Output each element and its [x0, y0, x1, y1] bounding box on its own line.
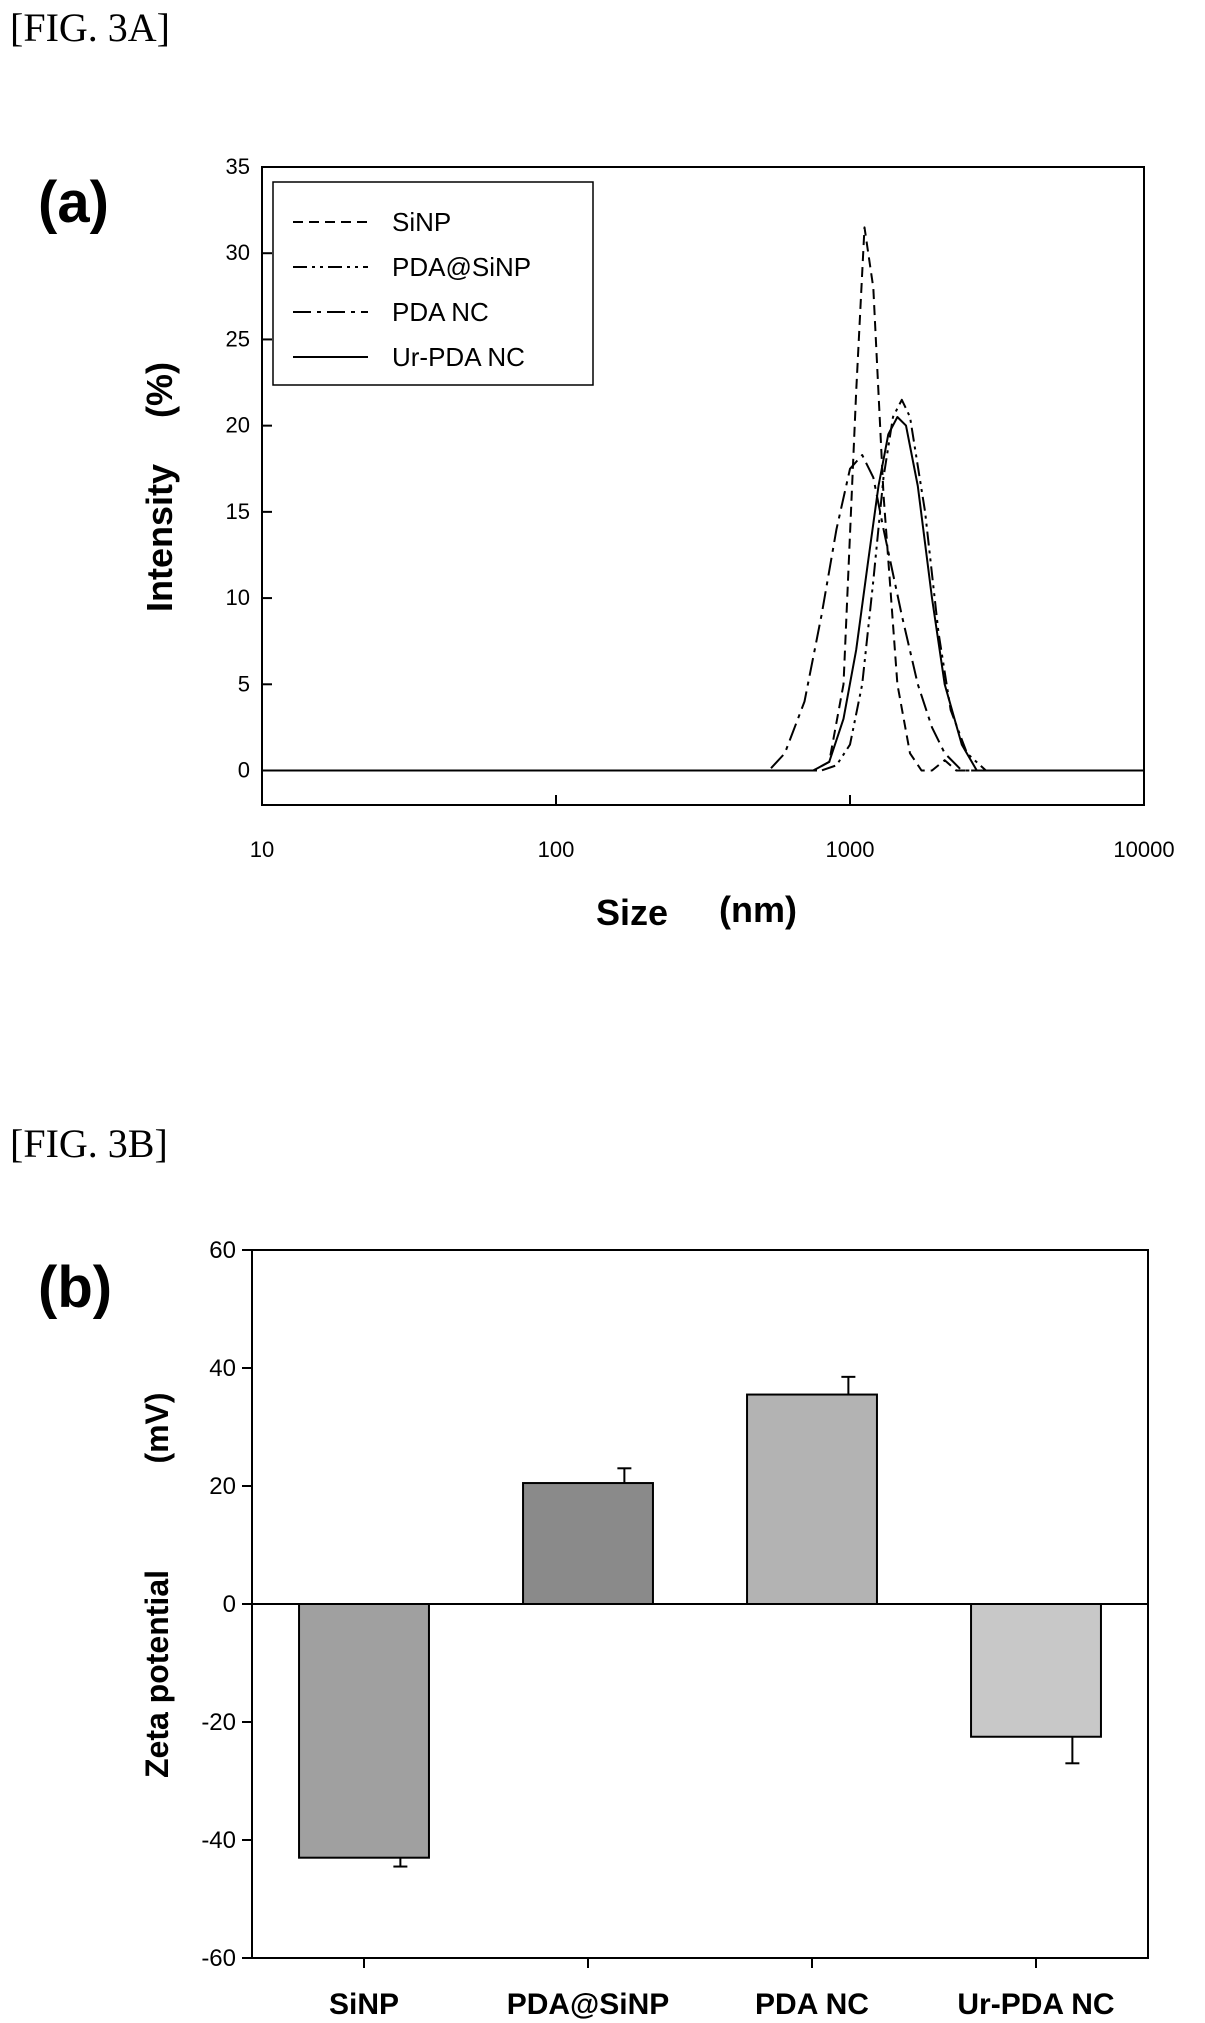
- y-axis-unit: (mV): [139, 1392, 175, 1463]
- bar: [970, 1603, 1102, 1738]
- legend-label: Ur-PDA NC: [392, 342, 525, 372]
- panel-label-b: (b): [38, 1255, 112, 1320]
- series-line-3: [262, 416, 1144, 772]
- x-tick-label: 10: [250, 837, 274, 862]
- y-tick-label: 5: [238, 671, 250, 696]
- x-tick-label: 1000: [826, 837, 875, 862]
- panel-label-a: (a): [38, 170, 109, 235]
- y-tick-label: 20: [209, 1473, 236, 1500]
- legend: SiNP PDA@SiNP PDA NC Ur-PDA NC: [272, 181, 594, 386]
- x-axis-label: Size: [596, 892, 668, 933]
- y-tick-label: -40: [201, 1827, 236, 1854]
- figure-label-3b: [FIG. 3B]: [10, 1121, 168, 1166]
- figure-label-3a: [FIG. 3A]: [10, 5, 170, 50]
- series-line-1: [262, 398, 1144, 772]
- y-tick-label: 10: [226, 585, 250, 610]
- zeta-potential-chart: (b) -60 -40 -20 0 20 40 60 SiNP PDA@SiNP PDA NC U…: [38, 1237, 1149, 2021]
- legend-label: PDA@SiNP: [392, 252, 531, 282]
- y-tick-label: 0: [223, 1591, 236, 1618]
- y-axis-unit: (%): [139, 362, 180, 418]
- y-tick-label: -60: [201, 1945, 236, 1972]
- y-axis-ticks: 0 5 10 15 20 25 30 35: [226, 154, 272, 783]
- bar: [298, 1603, 430, 1859]
- series-lines: [262, 226, 1144, 772]
- bar: [522, 1482, 654, 1605]
- panel-b-zeta-potential: (b) -60 -40 -20 0 20 40 60 SiNP PDA@SiNP PDA NC U…: [0, 1200, 1205, 2023]
- y-axis-label: Intensity: [139, 464, 180, 612]
- x-tick-label: Ur-PDA NC: [957, 1988, 1114, 2021]
- y-tick-label: 20: [226, 413, 250, 438]
- y-tick-label: 0: [238, 758, 250, 783]
- x-tick-label: 10000: [1113, 837, 1174, 862]
- x-axis-tick-labels: SiNP PDA@SiNP PDA NC Ur-PDA NC: [329, 1958, 1115, 2021]
- y-axis-label: Zeta potential: [139, 1570, 175, 1778]
- x-tick-label: PDA@SiNP: [507, 1988, 670, 2021]
- y-tick-label: -20: [201, 1709, 236, 1736]
- x-tick-label: PDA NC: [755, 1988, 869, 2021]
- panel-a-size-distribution: (a) 0 5 10 15 20 25 30 35 10 100 1000 10000 SiNP PD…: [0, 0, 1205, 1000]
- legend-label: SiNP: [392, 207, 451, 237]
- y-axis-ticks: -60 -40 -20 0 20 40 60: [201, 1237, 252, 1972]
- y-tick-label: 25: [226, 326, 250, 351]
- x-axis-unit: (nm): [719, 889, 797, 930]
- bars: [298, 1375, 1102, 1868]
- y-tick-label: 35: [226, 154, 250, 179]
- y-tick-label: 40: [209, 1355, 236, 1382]
- y-tick-label: 15: [226, 499, 250, 524]
- legend-label: PDA NC: [392, 297, 489, 327]
- y-tick-label: 30: [226, 240, 250, 265]
- x-tick-label: SiNP: [329, 1988, 399, 2021]
- series-line-2: [262, 454, 1144, 772]
- bar: [746, 1393, 878, 1605]
- y-tick-label: 60: [209, 1237, 236, 1264]
- legend-box: [272, 181, 594, 386]
- size-distribution-chart: (a) 0 5 10 15 20 25 30 35 10 100 1000 10000 SiNP PD…: [38, 154, 1175, 933]
- x-axis-ticks: 10 100 1000 10000: [250, 795, 1175, 862]
- x-tick-label: 100: [538, 837, 575, 862]
- plot-frame: [261, 166, 1145, 806]
